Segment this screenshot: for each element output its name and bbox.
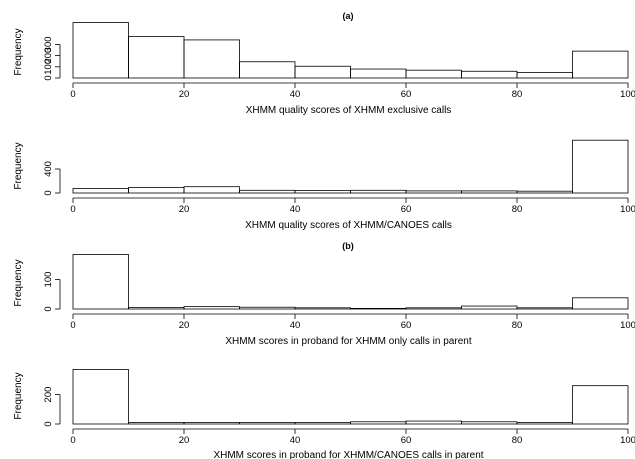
histogram-bar-p3-6 [405, 307, 462, 310]
histogram-bar-p2-4 [294, 190, 351, 194]
y-tick-label-p3-0: 0 [43, 306, 54, 311]
x-tick-label-p2-4: 80 [512, 204, 523, 215]
histogram-bar-p4-4 [294, 422, 351, 425]
y-tick-label-p1-3: 300 [43, 36, 54, 52]
histogram-bar-p3-8 [516, 307, 573, 310]
histogram-bar-p2-2 [183, 186, 240, 194]
x-axis-title-p4: XHMM scores in proband for XHMM/CANOES c… [213, 450, 483, 459]
x-tick-label-p4-5: 100 [620, 435, 635, 446]
y-tick-label-p4-1: 200 [43, 387, 54, 403]
histogram-bar-p3-4 [294, 307, 351, 310]
x-tick-label-p1-3: 60 [401, 89, 412, 100]
histogram-bar-p1-9 [572, 50, 629, 79]
x-tick-label-p2-3: 60 [401, 204, 412, 215]
histogram-bar-p2-6 [405, 190, 462, 194]
histogram-bar-p2-7 [461, 190, 518, 194]
x-tick-label-p3-2: 40 [290, 320, 301, 331]
histogram-bar-p1-7 [461, 70, 518, 79]
panel-label-b: (b) [342, 241, 354, 251]
histogram-bar-p1-1 [128, 36, 185, 79]
histogram-bar-p3-3 [239, 306, 296, 310]
histogram-bar-p1-2 [183, 39, 240, 79]
x-tick-label-p4-3: 60 [401, 435, 412, 446]
histogram-bar-p4-1 [128, 422, 185, 425]
histogram-bar-p1-0 [72, 22, 129, 79]
histogram-bar-p4-0 [72, 369, 129, 425]
x-tick-label-p4-4: 80 [512, 435, 523, 446]
y-axis-title-p1: Frequency [13, 28, 24, 75]
histogram-bar-p2-3 [239, 189, 296, 194]
histogram-bar-p1-4 [294, 65, 351, 79]
histogram-bar-p2-5 [350, 189, 407, 194]
histogram-bar-p4-2 [183, 422, 240, 425]
y-axis-title-p2: Frequency [13, 142, 24, 189]
x-tick-label-p3-5: 100 [620, 320, 635, 331]
histogram-bar-p3-7 [461, 305, 518, 310]
histogram-bar-p1-8 [516, 72, 573, 79]
y-axis-title-p3: Frequency [13, 259, 24, 306]
x-tick-label-p3-0: 0 [70, 320, 75, 331]
x-tick-label-p3-1: 20 [179, 320, 190, 331]
x-tick-label-p1-5: 100 [620, 89, 635, 100]
histogram-bar-p4-9 [572, 385, 629, 425]
histogram-bar-p4-3 [239, 422, 296, 425]
histogram-bar-p2-0 [72, 188, 129, 194]
y-tick-label-p1-1: 100 [43, 59, 54, 75]
y-tick-label-p1-2: 200 [43, 48, 54, 64]
x-tick-label-p2-2: 40 [290, 204, 301, 215]
x-tick-label-p1-2: 40 [290, 89, 301, 100]
histogram-bar-p3-1 [128, 307, 185, 310]
y-tick-label-p1-0: 0 [43, 75, 54, 80]
histogram-bar-p3-0 [72, 254, 129, 310]
x-axis-title-p2: XHMM quality scores of XHMM/CANOES calls [245, 220, 452, 231]
histogram-bar-p4-5 [350, 421, 407, 425]
x-tick-label-p4-0: 0 [70, 435, 75, 446]
y-axis-title-p4: Frequency [13, 372, 24, 419]
y-tick-label-p2-0: 0 [43, 190, 54, 195]
histogram-bar-p2-1 [128, 187, 185, 194]
histogram-bar-p4-8 [516, 422, 573, 425]
x-tick-label-p2-1: 20 [179, 204, 190, 215]
histogram-bar-p3-5 [350, 308, 407, 310]
histogram-bar-p3-9 [572, 297, 629, 310]
panel-label-a: (a) [343, 11, 354, 21]
histogram-bar-p3-2 [183, 306, 240, 310]
y-tick-label-p3-1: 100 [43, 272, 54, 288]
y-tick-label-p4-0: 0 [43, 421, 54, 426]
histogram-bar-p1-5 [350, 68, 407, 79]
x-tick-label-p2-5: 100 [620, 204, 635, 215]
x-tick-label-p4-1: 20 [179, 435, 190, 446]
x-axis-title-p1: XHMM quality scores of XHMM exclusive ca… [246, 105, 452, 116]
histogram-bar-p4-7 [461, 421, 518, 425]
x-tick-label-p3-3: 60 [401, 320, 412, 331]
x-tick-label-p1-1: 20 [179, 89, 190, 100]
histogram-bar-p1-6 [405, 69, 462, 79]
x-axis-title-p3: XHMM scores in proband for XHMM only cal… [225, 336, 471, 347]
histogram-bar-p4-6 [405, 420, 462, 425]
x-tick-label-p1-4: 80 [512, 89, 523, 100]
x-tick-label-p3-4: 80 [512, 320, 523, 331]
x-tick-label-p1-0: 0 [70, 89, 75, 100]
x-tick-label-p2-0: 0 [70, 204, 75, 215]
histogram-bar-p2-9 [572, 139, 629, 194]
y-tick-label-p2-1: 400 [43, 161, 54, 177]
histogram-bar-p2-8 [516, 190, 573, 194]
x-tick-label-p4-2: 40 [290, 435, 301, 446]
histogram-bar-p1-3 [239, 61, 296, 79]
